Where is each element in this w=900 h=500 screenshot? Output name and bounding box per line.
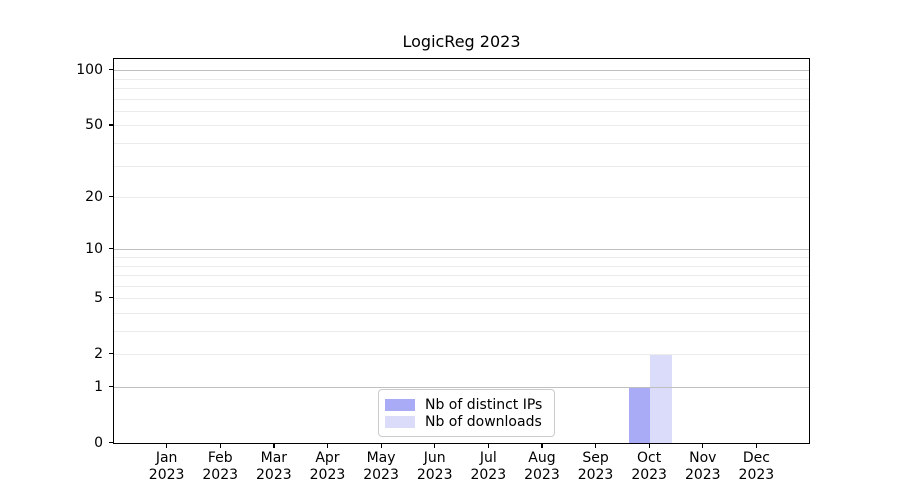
x-axis-month-label: May [366,450,396,466]
x-axis-tick-label: Feb 2023 [192,450,248,483]
gridline-minor [114,298,809,300]
gridline-minor [114,197,809,199]
x-axis-year-label: 2023 [148,466,185,483]
x-axis-month-label: Jul [479,450,497,466]
plot-area [113,58,810,444]
x-axis-tick [434,444,436,448]
x-axis-month-label: Apr [315,450,340,466]
gridline-minor [114,312,809,314]
x-axis-year-label: 2023 [309,466,346,483]
gridline-major [114,70,809,72]
y-axis-tick-label: 20 [85,188,103,205]
x-axis-tick [755,444,758,448]
x-axis-year-label: 2023 [738,466,775,483]
x-axis-month-label: Jan [155,450,178,466]
y-axis-tick-label: 50 [85,116,103,133]
x-axis-tick-label: May 2023 [353,450,409,483]
bars-layer [114,59,809,444]
x-axis-tick [487,444,489,448]
bar-nb-of-distinct-ips-oct [628,387,651,444]
y-axis-tick-label: 2 [94,345,103,362]
legend: Nb of distinct IPs Nb of downloads [378,389,555,437]
x-axis-month-label: Aug [528,450,556,466]
x-axis-tick-label: Mar 2023 [246,450,302,483]
gridline-minor [114,257,809,258]
gridline-minor [114,143,809,145]
gridline-minor [114,98,809,100]
y-axis-tick [109,69,113,71]
x-axis-month-label: Mar [260,450,288,466]
gridline-minor [114,265,809,267]
x-axis-tick-label: Apr 2023 [299,450,355,483]
legend-item-downloads: Nb of downloads [385,413,546,430]
x-axis-year-label: 2023 [631,466,667,483]
y-axis-tick [109,386,113,388]
x-axis-tick-label: Aug 2023 [514,450,570,483]
x-axis-year-label: 2023 [577,466,614,483]
x-axis-tick [166,444,168,448]
gridline-minor [114,165,809,167]
x-axis-tick [380,444,382,448]
gridline-minor [114,285,809,287]
x-axis-tick [702,444,704,448]
y-axis-tick [109,442,113,444]
gridline-minor [114,88,809,90]
gridline-minor [114,110,809,112]
gridline-major [114,387,809,388]
y-axis-tick [109,353,113,355]
gridline-minor [114,331,809,333]
legend-item-distinct-ips: Nb of distinct IPs [385,396,546,413]
x-axis-year-label: 2023 [416,466,453,483]
y-axis-tick-label: 100 [76,61,103,78]
x-axis-tick-label: Jan 2023 [139,450,195,483]
legend-swatch-downloads [385,415,415,428]
y-axis-tick-label: 1 [94,378,103,395]
x-axis-month-label: Dec [742,450,770,466]
legend-swatch-distinct-ips [385,398,415,411]
x-axis-month-label: Feb [207,450,233,466]
gridline-minor [114,275,809,277]
x-axis-month-label: Jun [423,450,446,466]
x-axis-year-label: 2023 [363,466,399,483]
y-axis-tick-label: 0 [94,434,103,451]
x-axis-tick [326,444,329,448]
x-axis-tick-label: Oct 2023 [621,450,677,483]
y-axis-tick [109,124,113,126]
chart-title: LogicReg 2023 [402,32,521,51]
y-axis-tick [109,196,113,198]
x-axis-year-label: 2023 [470,466,507,483]
x-axis-tick-label: Jul 2023 [460,450,516,483]
x-axis-year-label: 2023 [202,466,239,483]
x-axis-tick [273,444,275,448]
x-axis-tick-label: Nov 2023 [675,450,731,483]
gridline-minor [114,125,809,127]
x-axis-tick-label: Sep 2023 [568,450,624,483]
grid-layer [114,59,809,443]
x-axis-year-label: 2023 [524,466,560,483]
bar-nb-of-downloads-oct [650,354,672,444]
x-axis-year-label: 2023 [256,466,292,483]
y-axis-tick [109,248,113,250]
x-axis-tick-label: Dec 2023 [728,450,784,483]
x-axis-month-label: Sep [582,450,609,466]
x-axis-tick-label: Jun 2023 [407,450,463,483]
legend-label-distinct-ips: Nb of distinct IPs [425,396,543,413]
x-axis-month-label: Nov [689,450,717,466]
gridline-minor [114,78,809,80]
legend-label-downloads: Nb of downloads [425,413,542,430]
x-axis-tick [219,444,221,448]
x-axis-tick [648,444,650,448]
y-axis-tick [109,297,113,299]
x-axis-tick [541,444,543,448]
x-axis-year-label: 2023 [684,466,721,483]
x-axis-tick [595,444,597,448]
gridline-minor [114,354,809,356]
y-axis-tick-label: 10 [85,240,103,257]
gridline-major [114,249,809,251]
y-axis-tick-label: 5 [94,289,103,306]
x-axis-month-label: Oct [637,450,662,466]
